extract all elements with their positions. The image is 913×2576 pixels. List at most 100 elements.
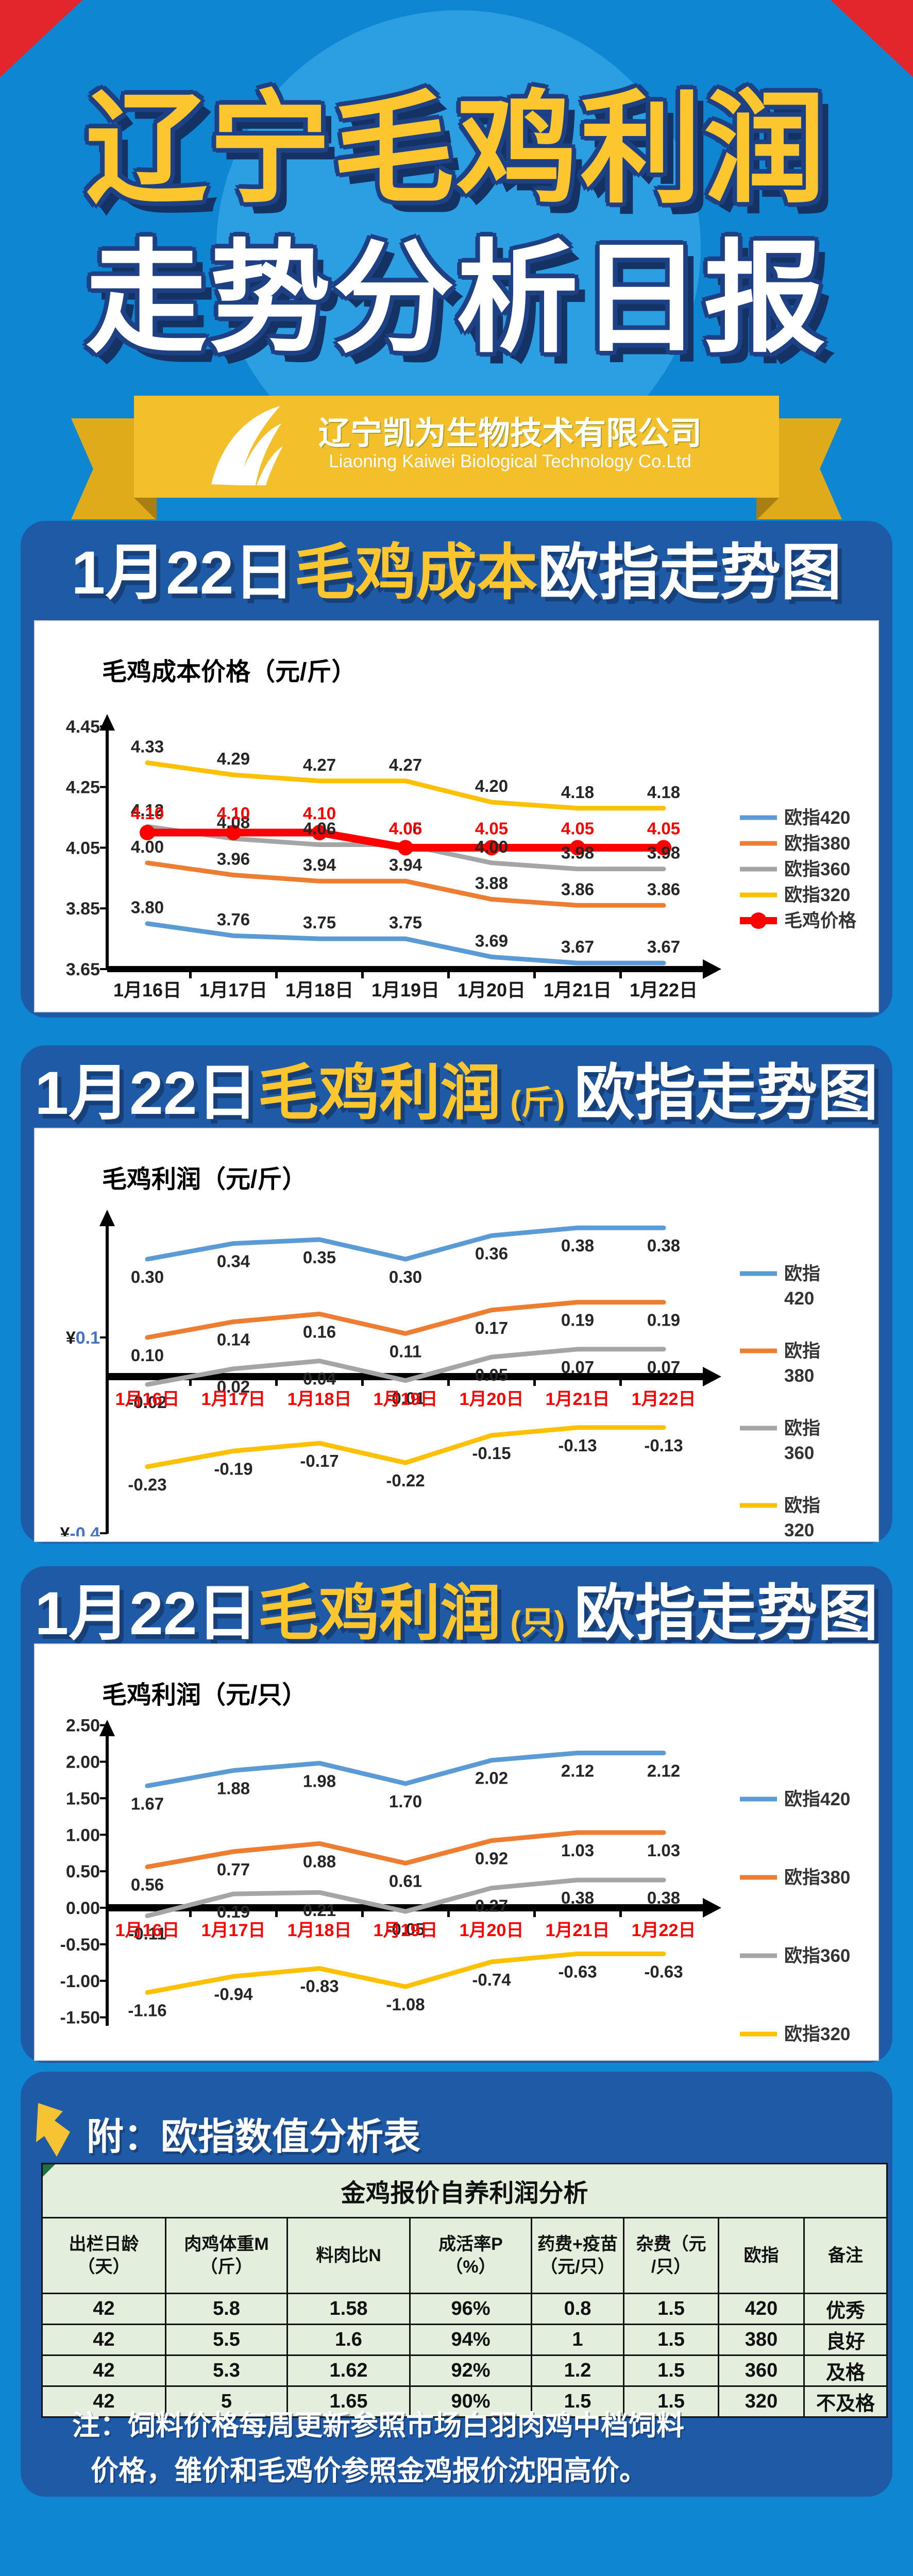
table-cell: 1.5 [531, 2385, 624, 2418]
svg-text:1月17日: 1月17日 [201, 1389, 266, 1409]
profit-bird-line-chart: 2.50 2.00 1.50 1.00 0.50 0.00 -0.50 -1.00 -1.50 1… [60, 1717, 851, 2044]
svg-text:欧指: 欧指 [784, 1418, 820, 1438]
table-cell: 1.58 [286, 2293, 411, 2325]
svg-text:2.50: 2.50 [66, 1717, 100, 1736]
svg-text:1月22日: 1月22日 [632, 1921, 696, 1940]
table-cell: 380 [718, 2324, 805, 2356]
svg-text:4.06: 4.06 [303, 819, 336, 838]
svg-text:-1.16: -1.16 [128, 2001, 166, 2020]
table-cell: 不及格 [803, 2385, 888, 2418]
svg-text:-0.13: -0.13 [644, 1436, 683, 1455]
section-title-part: 毛鸡利润 [258, 1059, 501, 1127]
table-cell: 优秀 [803, 2293, 888, 2325]
svg-text:3.94: 3.94 [389, 855, 422, 874]
svg-text:1月16日: 1月16日 [115, 1921, 180, 1940]
svg-text:0.05: 0.05 [475, 1365, 508, 1384]
svg-text:4.08: 4.08 [217, 813, 250, 832]
svg-text:1月17日: 1月17日 [199, 979, 267, 1001]
svg-text:4.20: 4.20 [475, 776, 508, 795]
svg-text:1月18日: 1月18日 [285, 979, 353, 1001]
svg-text:3.86: 3.86 [561, 879, 594, 899]
red-corner-top-left [0, 0, 82, 77]
svg-text:0.11: 0.11 [390, 1342, 421, 1361]
svg-text:-0.50: -0.50 [60, 1935, 100, 1955]
svg-text:1月20日: 1月20日 [458, 979, 526, 1001]
svg-text:2.00: 2.00 [66, 1753, 100, 1772]
svg-text:4.10: 4.10 [131, 804, 164, 823]
svg-text:1月19日: 1月19日 [374, 1389, 438, 1409]
table-header-cell: 成活率P （%） [409, 2217, 532, 2294]
svg-text:¥-0.4: ¥-0.4 [60, 1524, 100, 1536]
svg-text:0.30: 0.30 [389, 1267, 422, 1286]
svg-text:3.80: 3.80 [131, 898, 164, 917]
table-row: 42 5 1.65 90% 1.5 1.5 320 不及格 [41, 2385, 888, 2418]
svg-text:3.75: 3.75 [389, 913, 422, 932]
table-title: 金鸡报价自养利润分析 [41, 2163, 888, 2218]
table-cell: 420 [718, 2293, 805, 2325]
svg-text:1月16日: 1月16日 [113, 979, 181, 1001]
svg-text:4.18: 4.18 [561, 783, 594, 802]
svg-text:4.05: 4.05 [647, 819, 680, 838]
svg-text:-0.63: -0.63 [558, 1962, 597, 1981]
table-cell: 42 [41, 2324, 166, 2356]
table-cell: 1.5 [623, 2293, 719, 2325]
section-title-part: 毛鸡利润 [258, 1580, 501, 1648]
svg-text:3.85: 3.85 [66, 899, 100, 919]
svg-text:0.19: 0.19 [647, 1311, 680, 1330]
svg-text:欧指320: 欧指320 [784, 885, 850, 905]
svg-text:0.88: 0.88 [303, 1852, 336, 1871]
table-header-cell: 料肉比N [286, 2217, 411, 2294]
svg-text:0.30: 0.30 [131, 1267, 164, 1286]
profit-jin-line-chart: ¥0.1 ¥-0.4 0.30 0.34 0.35 0.30 0.36 0.38 0.38 0.1… [60, 1210, 820, 1536]
svg-text:欧指: 欧指 [784, 1341, 820, 1361]
poster-title-line1: 辽宁毛鸡利润 [85, 81, 827, 217]
svg-text:1月18日: 1月18日 [288, 1921, 352, 1940]
svg-text:0.16: 0.16 [303, 1322, 336, 1341]
svg-text:3.76: 3.76 [217, 910, 250, 929]
svg-text:4.18: 4.18 [647, 783, 680, 802]
svg-text:0.36: 0.36 [475, 1244, 508, 1263]
table-cell: 5.5 [165, 2324, 288, 2356]
cost-line-chart: 4.45 4.25 4.05 3.85 3.65 4.33 4.29 4.27 4.27 4.20… [66, 714, 857, 1001]
chart-card-cost: 毛鸡成本价格（元/斤） 4.45 4.25 4.05 3.85 3.65 4.33 4.29… [34, 620, 879, 1012]
svg-text:0.10: 0.10 [131, 1346, 164, 1365]
svg-text:4.27: 4.27 [389, 755, 422, 774]
appendix-heading: 附：欧指数值分析表 [87, 2116, 421, 2158]
svg-text:3.98: 3.98 [647, 843, 680, 862]
svg-text:1.98: 1.98 [303, 1771, 336, 1790]
svg-text:2.12: 2.12 [561, 1761, 594, 1780]
chart-title-profit-jin: 毛鸡利润（元/斤） [102, 1166, 307, 1193]
svg-text:1.03: 1.03 [647, 1841, 680, 1860]
footnote: 注：饲料价格每周更新参照市场白羽肉鸡中档饲料 价格，雏价和毛鸡价参照金鸡报价沈阳… [72, 2403, 855, 2494]
table-header-cell: 药费+疫苗 （元/只） [531, 2217, 624, 2294]
svg-text:1.03: 1.03 [561, 1841, 594, 1860]
footnote-line2: 价格，雏价和毛鸡价参照金鸡报价沈阳高价。 [91, 2455, 647, 2486]
svg-text:-0.74: -0.74 [472, 1970, 511, 1989]
svg-text:1月21日: 1月21日 [544, 979, 612, 1001]
section-title-part: (只) [501, 1604, 574, 1641]
svg-text:3.98: 3.98 [561, 843, 594, 862]
table-cell: 1.6 [286, 2324, 411, 2356]
svg-text:欧指: 欧指 [784, 1496, 820, 1516]
svg-text:1.88: 1.88 [217, 1779, 250, 1798]
chart-title-cost: 毛鸡成本价格（元/斤） [102, 658, 357, 686]
svg-text:-1.08: -1.08 [386, 1995, 425, 2014]
section-title-part: 欧指走势图 [537, 539, 842, 607]
svg-text:3.75: 3.75 [303, 913, 336, 932]
svg-text:4.05: 4.05 [389, 819, 422, 838]
table-cell: 42 [41, 2385, 166, 2418]
svg-text:4.00: 4.00 [131, 837, 164, 856]
svg-text:1月22日: 1月22日 [630, 979, 698, 1001]
svg-text:1月19日: 1月19日 [374, 1921, 438, 1940]
table-header-cell: 备注 [803, 2217, 888, 2294]
svg-text:0.38: 0.38 [647, 1888, 680, 1907]
svg-text:4.29: 4.29 [217, 749, 250, 768]
table-corner-artifact [43, 2164, 55, 2177]
section-title-part: 欧指走势图 [574, 1580, 878, 1648]
table-row: 42 5.8 1.58 96% 0.8 1.5 420 优秀 [41, 2293, 888, 2325]
svg-text:4.05: 4.05 [66, 838, 100, 858]
svg-text:0.38: 0.38 [647, 1236, 680, 1255]
table-cell: 5.3 [165, 2354, 288, 2387]
section-title-part: 毛鸡成本 [294, 539, 538, 607]
svg-text:360: 360 [784, 1443, 814, 1463]
